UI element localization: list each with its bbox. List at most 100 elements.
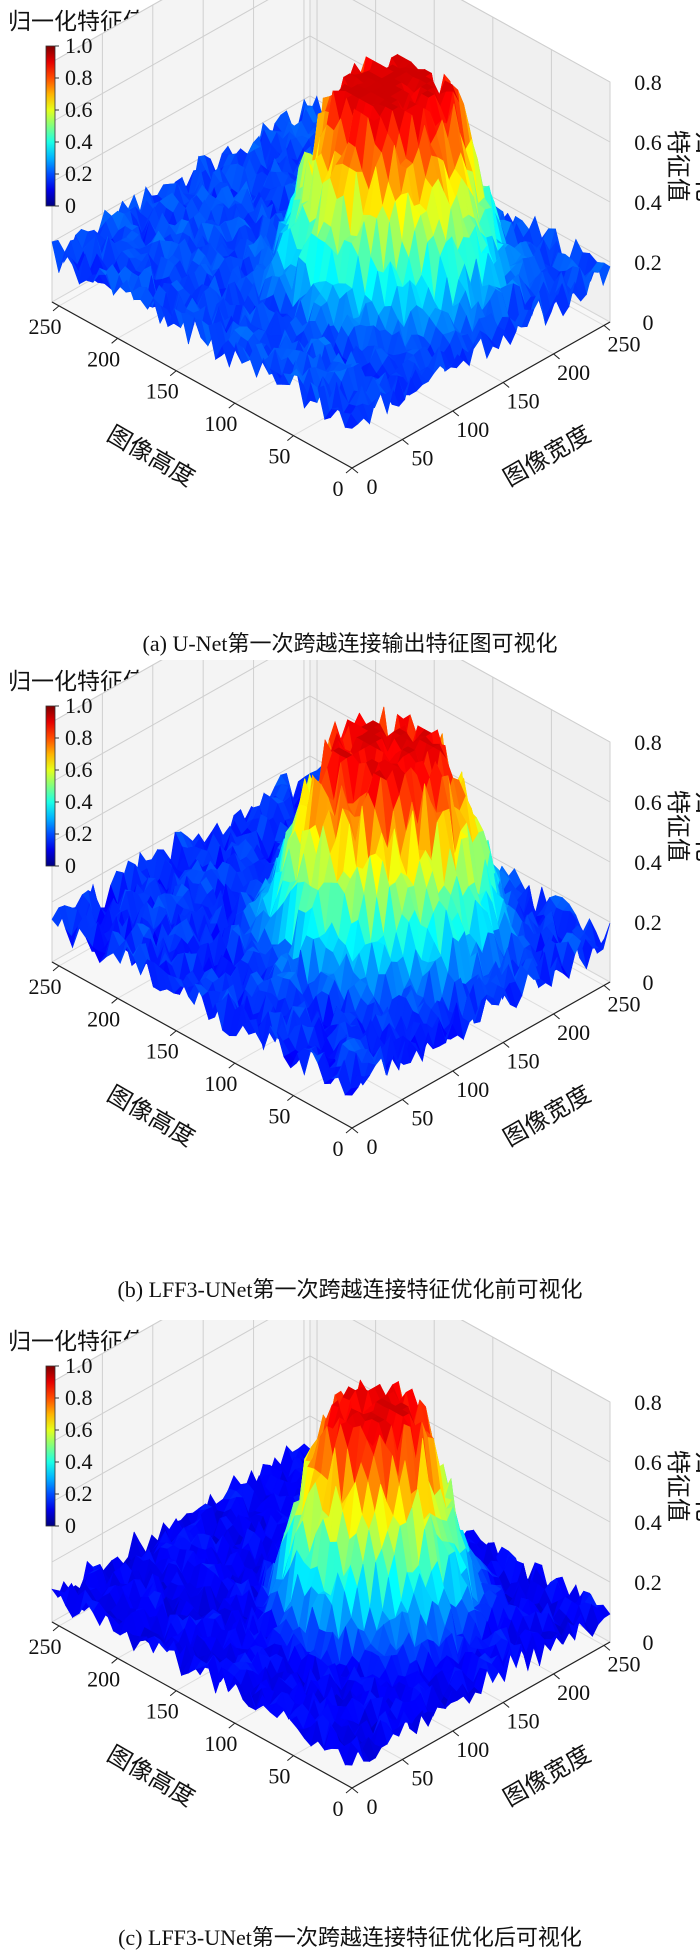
colorbar-tick-label: 0: [65, 853, 76, 878]
x-tick: [345, 467, 353, 474]
surface-chart-b: 05010015020025005010015020025000.20.40.6…: [29, 660, 700, 1161]
colorbar-tick-label: 0.6: [65, 97, 93, 122]
surface-chart-c: 05010015020025005010015020025000.20.40.6…: [29, 1320, 700, 1821]
y-tick: [603, 325, 611, 331]
y-tick-label: 100: [456, 417, 489, 442]
z-tick-label: 0.2: [634, 910, 662, 935]
x-tick-label: 150: [146, 1039, 179, 1064]
z-axis-label-line2: 特征值: [664, 790, 691, 862]
x-tick: [111, 997, 118, 1004]
x-tick-label: 0: [333, 1136, 344, 1161]
z-tick-label: 0.6: [634, 790, 662, 815]
y-tick: [452, 410, 460, 417]
y-tick: [452, 1070, 460, 1077]
grid-line: [51, 1320, 611, 1403]
x-tick: [52, 305, 60, 312]
y-tick: [402, 1099, 409, 1105]
y-axis-label: 图像宽度: [499, 421, 596, 492]
colorbar-tick-label: 0.8: [65, 725, 93, 750]
z-tick-label: 0.4: [634, 850, 662, 875]
grid-line: [51, 1355, 611, 1523]
colorbar-tick-label: 0: [65, 193, 76, 218]
x-axis-label: 图像高度: [102, 1081, 199, 1152]
x-axis-label: 图像高度: [102, 421, 199, 492]
y-tick-label: 0: [367, 474, 378, 499]
y-tick-label: 200: [557, 1020, 590, 1045]
z-tick-label: 0.4: [634, 190, 662, 215]
grid-line: [51, 0, 611, 143]
y-tick-label: 50: [411, 1105, 433, 1130]
grid-line: [51, 1415, 611, 1583]
colorbar-tick-label: 1.0: [65, 693, 93, 718]
y-tick: [351, 467, 359, 474]
z-tick-label: 0.2: [634, 250, 662, 275]
colorbar-tick-label: 0.4: [65, 789, 93, 814]
y-tick-label: 250: [607, 331, 640, 356]
grid-line: [51, 755, 611, 923]
x-axis-line: [51, 301, 353, 469]
y-tick: [603, 985, 611, 991]
grid-line: [51, 95, 611, 263]
x-tick: [228, 402, 236, 409]
x-tick-label: 50: [268, 444, 290, 469]
x-tick-label: 0: [333, 476, 344, 501]
z-axis-label-line1: 归一化: [692, 130, 700, 202]
y-axis-line: [351, 321, 611, 469]
x-tick: [287, 1095, 294, 1101]
x-tick-label: 100: [204, 411, 237, 436]
grid-line: [51, 0, 611, 83]
colorbar-tick-label: 1.0: [65, 33, 93, 58]
x-tick-label: 50: [268, 1104, 290, 1129]
x-tick: [52, 965, 60, 972]
surface-mesh: [51, 706, 611, 1096]
x-tick-label: 200: [87, 346, 120, 371]
grid-line: [51, 1320, 611, 1463]
surface-chart-a: 05010015020025005010015020025000.20.40.6…: [29, 0, 700, 501]
surface-mesh: [51, 53, 611, 429]
surface-mesh: [51, 1379, 611, 1766]
colorbar-tick-label: 0.2: [65, 821, 93, 846]
chart-panel-a: 归一化特征值 0 50 100 150 200 250 0 50 100 150 200 250 0 0.…: [0, 0, 700, 660]
y-tick-label: 200: [557, 360, 590, 385]
surface-cell: [344, 1087, 359, 1096]
y-tick-label: 250: [607, 991, 640, 1016]
y-tick: [502, 382, 510, 388]
chart-panel-b: 归一化特征值 0 50 100 150 200 250 0 50 100 150 200 250 0 0.…: [0, 660, 700, 1320]
y-tick-label: 0: [367, 1134, 378, 1159]
grid-line: [51, 695, 611, 863]
colorbar: [45, 45, 56, 207]
x-tick: [345, 1127, 353, 1134]
colorbar-tick-label: 0.4: [65, 129, 93, 154]
z-axis-label-line2: 特征值: [664, 130, 691, 202]
z-tick-label: 0.8: [634, 70, 662, 95]
x-tick-label: 200: [87, 1006, 120, 1031]
y-tick-label: 100: [456, 1077, 489, 1102]
surface-cell: [344, 413, 359, 429]
z-tick-label: 0.6: [634, 130, 662, 155]
y-axis-label: 图像宽度: [499, 1081, 596, 1152]
grid-line: [51, 35, 611, 203]
y-tick: [502, 1042, 510, 1048]
x-tick: [287, 435, 294, 441]
x-tick: [228, 1062, 236, 1069]
figure-caption-b: (b) LFF3-UNet第一次跨越连接特征优化前可视化: [117, 1277, 583, 1302]
colorbar-tick-label: 0.6: [65, 757, 93, 782]
y-tick-label: 150: [507, 1048, 540, 1073]
chart-panel-c: 归一化特征值 0 50 100 150 200 250 0 50 100 150 200 250 0 0.…: [0, 1320, 700, 1959]
colorbar-tick-label: 0.2: [65, 161, 93, 186]
x-tick-label: 250: [29, 974, 62, 999]
figure-caption-a: (a) U-Net第一次跨越连接输出特征图可视化: [142, 631, 558, 656]
x-tick-label: 250: [29, 314, 62, 339]
colorbar-tick-label: 0.8: [65, 65, 93, 90]
x-tick: [169, 1030, 177, 1037]
y-tick: [553, 1013, 560, 1020]
y-tick: [351, 1127, 359, 1134]
x-tick-label: 150: [146, 379, 179, 404]
y-tick: [553, 353, 560, 360]
y-axis-line: [351, 981, 611, 1129]
grid-line: [51, 660, 611, 803]
colorbar: [45, 705, 56, 867]
z-tick-label: 0: [643, 310, 654, 335]
y-tick: [402, 439, 409, 445]
z-tick-label: 0: [643, 970, 654, 995]
